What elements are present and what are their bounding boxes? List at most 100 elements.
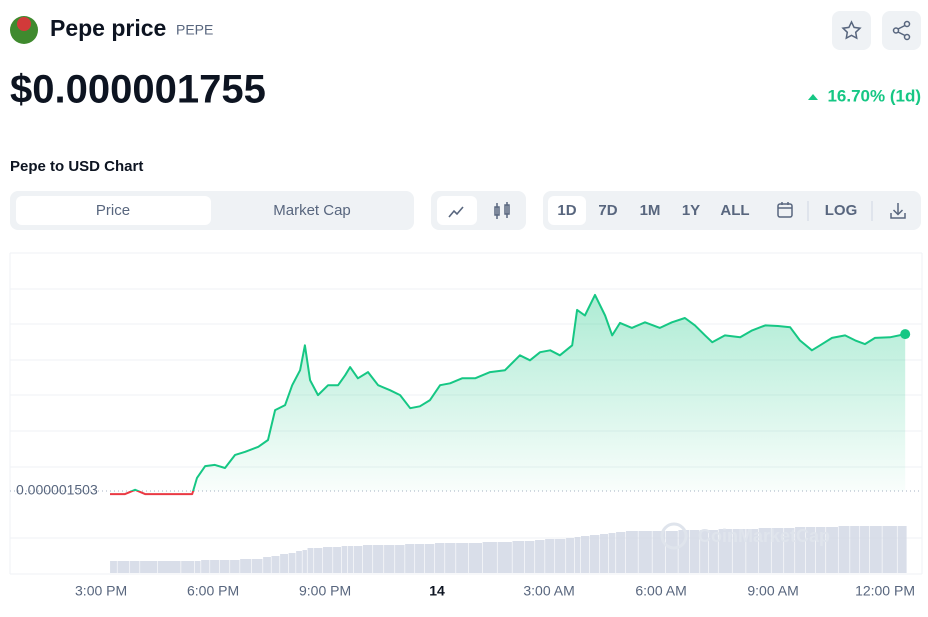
- range-button[interactable]: ALL: [720, 202, 749, 219]
- x-tick-label: 9:00 AM: [747, 583, 798, 599]
- volume-bar: [157, 561, 181, 573]
- volume-bar: [468, 543, 483, 573]
- x-tick-label: 12:00 PM: [855, 583, 915, 599]
- volume-bar: [240, 559, 252, 573]
- volume-bar: [771, 528, 784, 573]
- share-button[interactable]: [882, 11, 921, 50]
- volume-bar: [456, 543, 469, 573]
- volume-bar: [424, 544, 435, 573]
- volume-bar: [280, 554, 289, 573]
- volume-bar: [181, 561, 195, 573]
- volume-bar: [251, 559, 263, 573]
- price: $0.000001755: [10, 68, 266, 112]
- volume-bar: [110, 561, 117, 573]
- volume-bar: [497, 542, 512, 573]
- volume-bar: [333, 547, 342, 573]
- share-icon: [892, 20, 911, 41]
- volume-bar: [566, 538, 575, 573]
- volume-bar: [850, 526, 860, 573]
- line-icon: [448, 206, 464, 218]
- volume-bar: [555, 539, 566, 573]
- watermark-logo: [660, 522, 688, 550]
- volume-bar: [795, 527, 806, 573]
- watchlist-button[interactable]: [832, 11, 871, 50]
- log-button[interactable]: LOG: [825, 202, 858, 219]
- volume-bar: [665, 531, 678, 573]
- volume-bar: [341, 546, 348, 573]
- range-button[interactable]: 1M: [640, 202, 661, 219]
- volume-bar: [718, 529, 732, 573]
- coin-title: Pepe price: [50, 15, 166, 41]
- watermark: CoinMarketCap: [698, 526, 830, 546]
- volume-bar: [482, 542, 497, 573]
- volume-bar: [826, 527, 838, 573]
- star-icon: [841, 20, 862, 40]
- calendar-icon[interactable]: [777, 202, 793, 218]
- volume-bar: [395, 545, 405, 573]
- volume-bar: [815, 527, 826, 573]
- volume-bar: [897, 526, 907, 573]
- range-active[interactable]: [548, 196, 586, 225]
- volume-bar: [194, 561, 201, 573]
- volume-bar: [384, 545, 395, 573]
- volume-bar: [608, 533, 616, 573]
- volume-bar: [288, 553, 296, 573]
- volume-bar: [524, 541, 535, 573]
- volume-bar: [700, 530, 709, 573]
- volume-bar: [347, 546, 354, 573]
- range-button[interactable]: 1Y: [682, 202, 700, 219]
- volume-bar: [589, 535, 600, 573]
- volume-bar: [580, 536, 590, 573]
- volume-bar: [314, 548, 323, 573]
- volume-bar: [362, 545, 373, 573]
- tab-price[interactable]: Price: [96, 202, 130, 219]
- candle-icon[interactable]: [494, 202, 510, 219]
- volume-bar: [625, 531, 638, 573]
- volume-bar: [600, 534, 609, 573]
- x-tick-label: 3:00 AM: [523, 583, 574, 599]
- volume-bar: [210, 560, 220, 573]
- line-chart-button[interactable]: [437, 196, 477, 225]
- volume-bar: [616, 532, 626, 573]
- volume-bar: [869, 526, 882, 573]
- volume-bar: [307, 548, 314, 573]
- volume-bar: [271, 556, 280, 573]
- tab-market-cap[interactable]: Market Cap: [273, 202, 351, 219]
- volume-bar: [130, 561, 140, 573]
- volume-bar: [678, 530, 690, 573]
- volume-bar: [373, 545, 384, 573]
- volume-bar: [140, 561, 158, 573]
- reference-label: 0.000001503: [16, 482, 98, 498]
- volume-bar: [689, 530, 700, 573]
- volume-bar: [354, 546, 363, 573]
- volume-bar: [263, 557, 271, 573]
- plot: CoinMarketCap 0.000001503 3:00 PM 6:00 PM 9:…: [10, 293, 922, 599]
- volume-bar: [746, 529, 759, 573]
- range-group: [543, 191, 921, 230]
- area-fill: [110, 294, 906, 495]
- section-title: Pepe to USD Chart: [10, 158, 143, 175]
- x-tick-label: 9:00 PM: [299, 583, 351, 599]
- volume-bar: [302, 550, 307, 573]
- tab-active[interactable]: [16, 196, 211, 225]
- volume-bar: [535, 540, 545, 573]
- volume-bar: [296, 551, 302, 573]
- volume-bar: [732, 529, 746, 573]
- price-change: 16.70% (1d): [827, 86, 921, 105]
- volume-bar: [230, 560, 240, 573]
- volume-bar: [708, 530, 718, 573]
- volume-bar: [805, 527, 816, 573]
- download-icon[interactable]: [890, 203, 906, 219]
- range-button[interactable]: 1D: [557, 202, 576, 219]
- range-button[interactable]: 7D: [598, 202, 617, 219]
- volume-bar: [117, 561, 130, 573]
- price-line: [110, 293, 906, 496]
- volume-bar: [512, 541, 525, 573]
- volume-bar: [784, 528, 795, 573]
- x-tick-label: 14: [429, 583, 445, 599]
- last-point: [900, 329, 911, 340]
- coin-symbol: PEPE: [176, 22, 213, 38]
- coin-icon-detail: [17, 17, 31, 31]
